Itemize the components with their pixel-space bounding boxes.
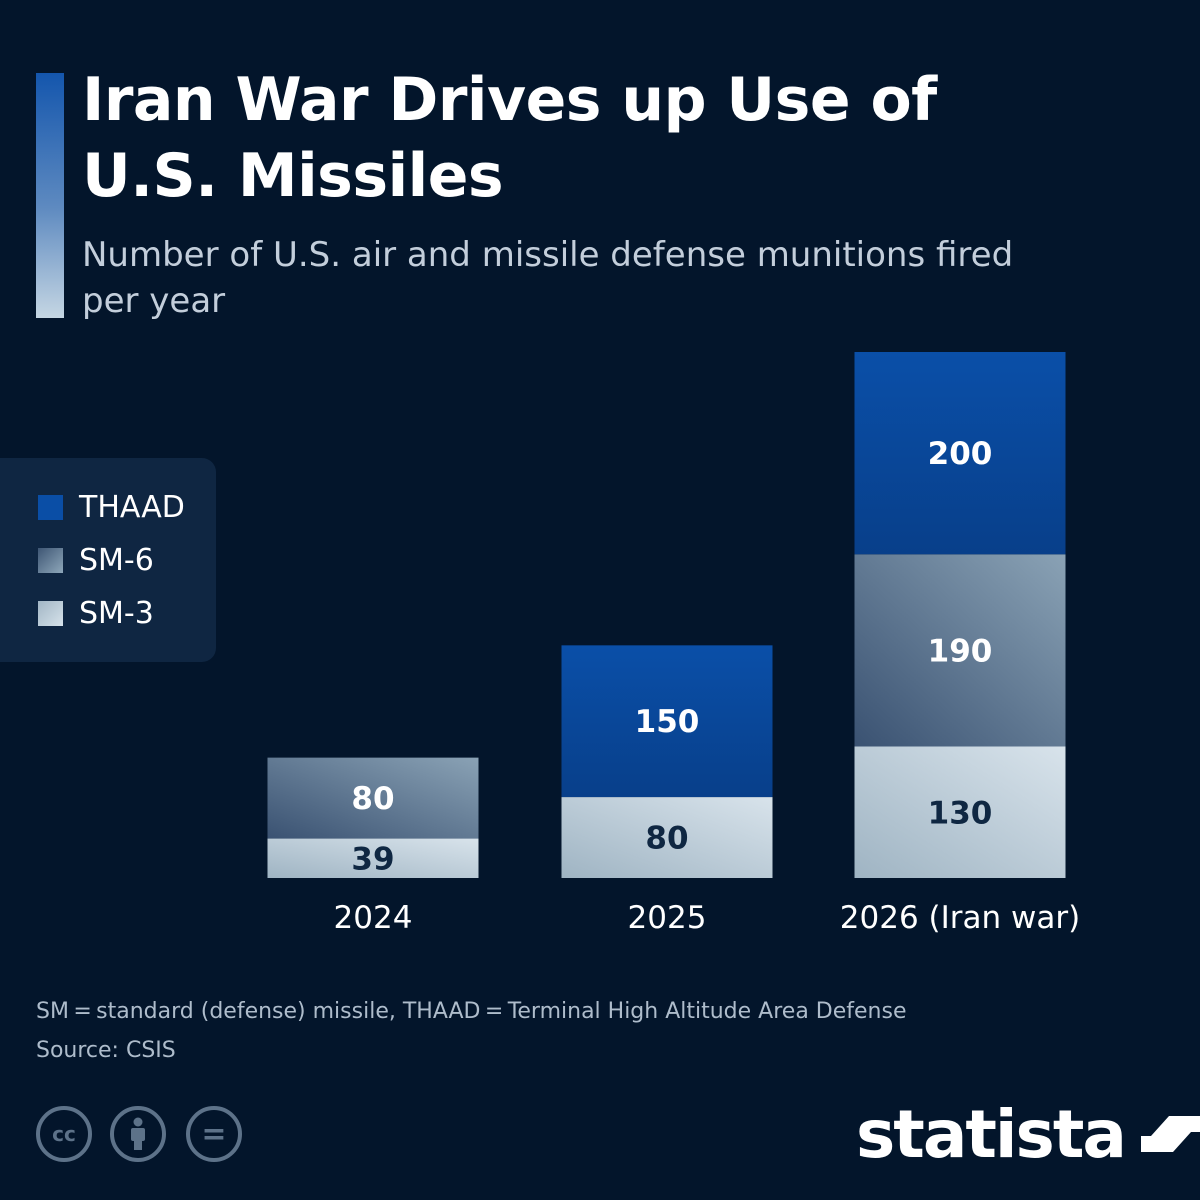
bar-thaad-2026iranwar	[854, 352, 1066, 555]
legend-swatch-sm3	[38, 600, 63, 626]
data-label-sm3-2026iranwar: 130	[928, 795, 993, 831]
bar-thaad-2025	[561, 645, 773, 798]
chart-title: Iran War Drives up Use of U.S. Missiles	[82, 65, 937, 211]
bar-sm3-2026iranwar	[854, 746, 1066, 878]
statista-mark-icon	[1140, 1104, 1200, 1164]
data-label-sm6-2024: 80	[351, 781, 394, 817]
legend-label-sm3: SM-3	[79, 595, 154, 631]
legend-item-sm6: SM-6	[38, 542, 154, 578]
bar-group: 39 80 2024 80 150 2025 130 190 200 2026 (Iran war…	[267, 352, 1080, 936]
cc-icon[interactable]: cc	[36, 1106, 92, 1162]
no-derivatives-icon[interactable]: =	[186, 1106, 242, 1162]
x-tick-label: 2026 (Iran war)	[840, 900, 1080, 936]
legend-swatch-sm6	[38, 547, 63, 573]
legend-item-sm3: SM-3	[38, 595, 154, 631]
footnote: SM = standard (defense) missile, THAAD =…	[36, 999, 907, 1024]
x-tick-label: 2025	[628, 900, 707, 936]
chart-subtitle: Number of U.S. air and missile defense m…	[82, 235, 1014, 321]
x-tick-label: 2024	[334, 900, 413, 936]
data-label-thaad-2026iranwar: 200	[928, 436, 993, 472]
bar-sm6-2026iranwar	[854, 554, 1066, 747]
data-label-thaad-2025: 150	[635, 704, 700, 740]
legend: THAAD SM-6 SM-3	[0, 458, 216, 662]
data-label-sm3-2024: 39	[351, 841, 394, 877]
legend-label-sm6: SM-6	[79, 542, 154, 578]
source-note: Source: CSIS	[36, 1038, 176, 1063]
bar-sm3-2025	[561, 797, 773, 878]
data-label-sm3-2025: 80	[645, 821, 688, 857]
legend-item-thaad: THAAD	[38, 489, 185, 525]
data-label-sm6-2026iranwar: 190	[928, 633, 993, 669]
legend-label-thaad: THAAD	[79, 489, 185, 525]
title-accent-bar	[36, 73, 64, 318]
statista-wordmark: statista	[856, 1095, 1127, 1173]
bar-sm6-2024	[267, 757, 479, 839]
statista-logo[interactable]: statista	[856, 1095, 1200, 1173]
bar-sm3-2024	[267, 838, 479, 878]
legend-swatch-thaad	[38, 494, 63, 520]
person-icon	[131, 1117, 145, 1150]
attribution-icon[interactable]	[110, 1106, 166, 1162]
